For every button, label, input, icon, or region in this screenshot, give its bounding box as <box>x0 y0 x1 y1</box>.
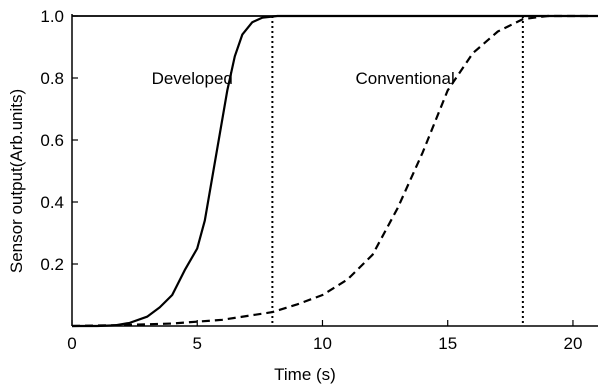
series-line-developed <box>72 14 598 328</box>
y-tick-label: 0.4 <box>40 193 64 212</box>
y-axis-label: Sensor output(Arb.units) <box>7 89 26 273</box>
x-tick-label: 10 <box>313 334 332 353</box>
series-label: Developed <box>152 69 233 88</box>
x-tick-label: 15 <box>438 334 457 353</box>
reference-lines <box>271 16 524 326</box>
y-tick-label: 0.8 <box>40 69 64 88</box>
annotations: Developed Conventional <box>152 69 455 88</box>
x-axis-label: Time (s) <box>274 365 336 384</box>
series-line-conventional <box>71 14 593 328</box>
y-tick-label: 0.6 <box>40 131 64 150</box>
series <box>71 14 598 328</box>
y-tick-label: 1.0 <box>40 7 64 26</box>
x-tick-label: 5 <box>193 334 202 353</box>
ticks: 0 5 10 15 20 0.2 0.4 0.6 0.8 1.0 <box>40 7 582 353</box>
series-label: Conventional <box>356 69 455 88</box>
x-tick-label: 20 <box>563 334 582 353</box>
x-tick-label: 0 <box>67 334 76 353</box>
y-tick-label: 0.2 <box>40 255 64 274</box>
axes <box>71 14 598 327</box>
